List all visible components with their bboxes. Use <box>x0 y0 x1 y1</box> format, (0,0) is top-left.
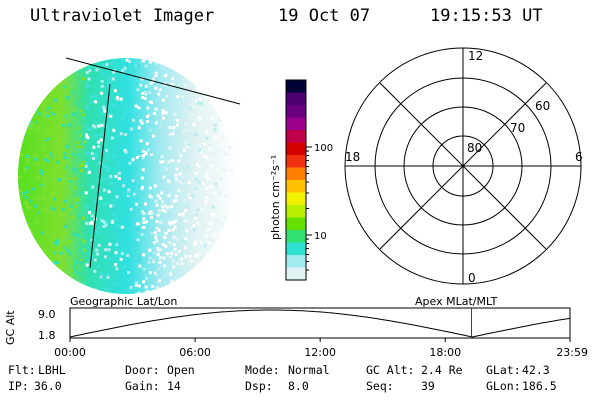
colorbar-swatch <box>286 167 306 181</box>
timeline-y-label: GC Alt <box>4 310 17 345</box>
colorbar-swatch <box>286 192 306 206</box>
colorbar-swatch <box>286 117 306 131</box>
colorbar-swatch <box>286 130 306 144</box>
terminator-line <box>89 83 111 269</box>
colorbar-swatch <box>286 267 306 281</box>
instrument-title: Ultraviolet Imager <box>30 6 215 26</box>
status-value: 39 <box>421 379 435 393</box>
mlt-label-0: 0 <box>468 271 476 285</box>
image-date: 19 Oct 07 <box>278 6 371 26</box>
status-value: Normal <box>288 363 330 377</box>
status-value: 36.0 <box>34 379 62 393</box>
status-value: 186.5 <box>522 379 557 393</box>
earth-disk <box>18 58 234 294</box>
timeline-frame <box>69 307 571 339</box>
timeline-y-tick-top: 9.0 <box>38 308 56 321</box>
timeline-x-tick-label: 06:00 <box>179 346 211 359</box>
colorbar-swatch <box>286 142 306 156</box>
status-key: Door: <box>125 363 160 377</box>
lat-label-70: 70 <box>510 121 525 135</box>
mlt-label-12: 12 <box>468 49 483 63</box>
colorbar-gradient <box>286 80 306 281</box>
lat-label-60: 60 <box>535 99 550 113</box>
status-value: 14 <box>167 379 181 393</box>
colorbar-swatch <box>286 92 306 106</box>
colorbar-swatch <box>286 180 306 194</box>
status-key: Dsp: <box>245 379 273 393</box>
timeline-x-tick-label: 18:00 <box>429 346 461 359</box>
colorbar-swatch <box>286 255 306 269</box>
timeline-x-tick-label: 12:00 <box>304 346 336 359</box>
status-key: Flt: <box>8 363 36 377</box>
status-key: IP: <box>8 379 29 393</box>
status-key: GC Alt: <box>366 363 415 377</box>
horizon-line <box>65 57 241 105</box>
status-key: Gain: <box>125 379 160 393</box>
status-key: Seq: <box>366 379 394 393</box>
status-value: Open <box>167 363 195 377</box>
status-value: 2.4 Re <box>421 363 463 377</box>
colorbar-swatch <box>286 105 306 119</box>
status-key: Mode: <box>245 363 280 377</box>
colorbar-swatch <box>286 205 306 219</box>
timeline-y-tick-bottom: 1.8 <box>38 329 56 342</box>
colorbar-swatch <box>286 230 306 244</box>
timeline-x-tick-label: 00:00 <box>54 346 86 359</box>
colorbar-ticks: 100 10 <box>306 143 333 271</box>
status-value: LBHL <box>38 363 66 377</box>
noise-speckle <box>18 58 234 294</box>
colorbar-swatch <box>286 217 306 231</box>
colorbar-tick-label: 10 <box>314 231 327 242</box>
status-value: 42.3 <box>522 363 550 377</box>
lat-label-80: 80 <box>467 141 482 155</box>
colorbar-tick-label: 100 <box>314 143 333 154</box>
status-key: GLon: <box>486 379 521 393</box>
colorbar-unit-label: photon cm⁻²s⁻¹ <box>269 155 282 240</box>
status-key: GLat: <box>486 363 521 377</box>
timeline-left-title: Geographic Lat/Lon <box>70 295 177 308</box>
image-time: 19:15:53 UT <box>430 6 543 26</box>
timeline-right-title: Apex MLat/MLT <box>415 295 498 308</box>
altitude-curve <box>69 309 571 338</box>
status-value: 8.0 <box>288 379 309 393</box>
colorbar-swatch <box>286 80 306 94</box>
colorbar-swatch <box>286 155 306 169</box>
mlt-label-18: 18 <box>345 150 360 164</box>
colorbar-swatch <box>286 242 306 256</box>
mlt-label-6: 6 <box>575 150 583 164</box>
timeline-x-tick-label: 23:59 <box>556 346 588 359</box>
